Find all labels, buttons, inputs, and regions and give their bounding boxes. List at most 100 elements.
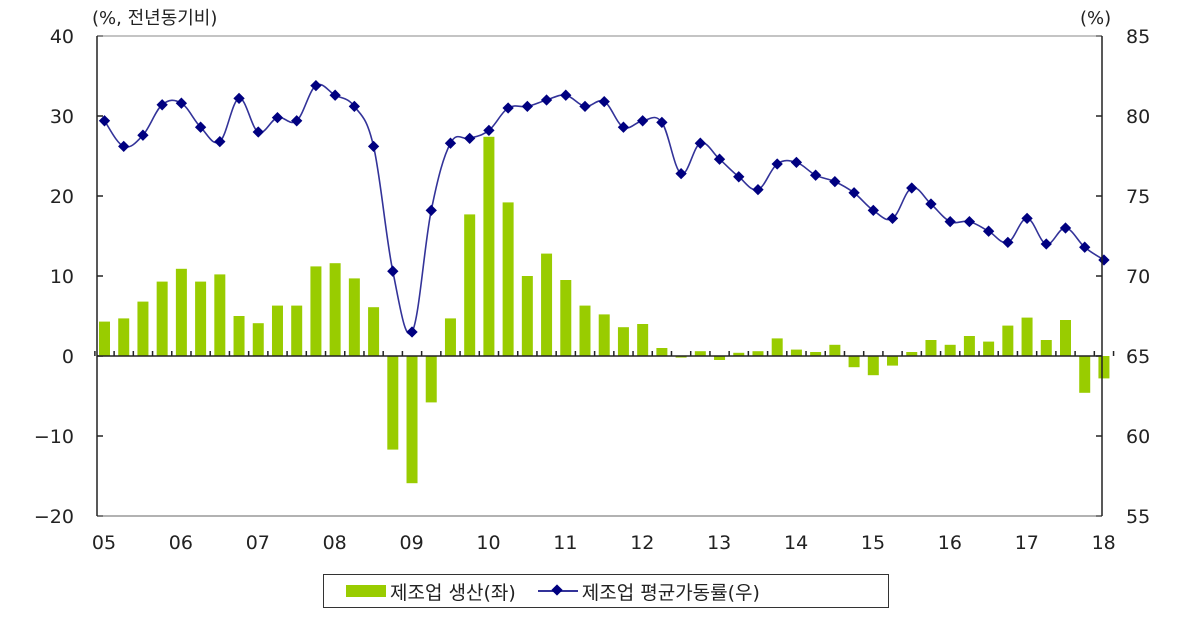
x-axis-tick-label: 15 [861,532,885,554]
bar [483,136,495,356]
right-axis-tick-label: 75 [1126,186,1150,208]
bar [637,324,649,356]
diamond-marker-icon [886,212,899,225]
diamond-marker-icon [713,153,726,165]
bar [771,338,783,356]
right-axis-tick-label: 85 [1126,26,1150,48]
diamond-marker-icon [963,215,976,228]
bar [464,214,476,356]
bar [156,281,168,356]
diamond-marker-icon [291,115,303,127]
x-axis-tick-label: 16 [938,532,962,554]
bar [502,202,514,356]
x-axis-tick-label: 17 [1015,532,1039,554]
line-diamond-swatch-icon [537,585,578,597]
line-series-capacity-utilization [98,79,1110,338]
x-axis-tick-label: 07 [246,532,270,554]
bar [617,327,629,356]
bar [1002,325,1014,356]
bar [887,356,899,366]
bar [406,356,418,484]
legend-item-production: 제조업 생산(좌) [346,578,516,605]
diamond-marker-icon [425,204,437,217]
right-axis-tick-label: 70 [1126,266,1150,288]
diamond-marker-icon [1059,222,1072,234]
diamond-marker-icon [560,89,572,101]
left-axis: 40 30 20 10 0 −10 −20 [34,26,103,528]
bar [829,344,841,356]
bar [214,274,226,356]
bar [541,253,553,356]
diamond-marker-icon [1040,238,1052,250]
bar [233,316,245,356]
plot-frame [94,35,1115,517]
bar [329,263,341,356]
diamond-marker-icon [271,111,284,124]
diamond-marker-icon [444,137,457,149]
legend: 제조업 생산(좌) 제조업 평균가동률(우) [323,574,889,608]
diamond-marker-icon [944,215,956,228]
diamond-marker-icon [540,94,553,106]
bar [368,307,380,356]
x-axis-tick-label: 11 [553,532,577,554]
bar [675,356,687,358]
diamond-marker-icon [906,182,918,194]
bar [1060,320,1071,356]
bar [271,305,283,356]
diamond-marker-icon [733,171,745,183]
left-axis-tick-label: −20 [34,506,74,528]
chart-plot: (%, 전년동기비) (%) 40 30 20 10 0 −10 −20 85 80 75 70 6… [34,8,1150,554]
right-axis-unit-label: (%) [1080,8,1111,29]
diamond-marker-icon [214,135,226,148]
bar [963,336,975,356]
bar [867,356,879,376]
bar [252,323,264,356]
x-axis-tick-label: 09 [400,532,424,554]
left-axis-tick-label: −10 [34,426,74,448]
bar [752,351,764,356]
bar [810,352,822,356]
diamond-marker-icon [367,140,380,153]
bar [598,314,610,356]
bar [714,356,726,360]
legend-item-utilization: 제조업 평균가동률(우) [537,578,760,605]
bar [790,349,802,356]
bar [733,352,745,356]
x-axis-tick-label: 06 [169,532,193,554]
diamond-marker-icon [521,100,533,113]
bar [983,341,995,356]
diamond-marker-icon [752,183,764,196]
bar [1098,356,1110,379]
bar-series-manufacturing-production [99,136,1110,484]
right-axis-tick-label: 60 [1126,426,1150,448]
bar [906,352,918,356]
bar [348,278,360,356]
diamond-marker-icon [982,225,995,237]
x-axis-tick-label: 18 [1092,532,1116,554]
bar [1079,356,1091,393]
diamond-marker-icon [809,169,822,181]
bar [925,340,937,356]
bar [560,280,572,356]
diamond-marker-icon [771,158,783,170]
left-axis-unit-label: (%, 전년동기비) [92,8,217,29]
left-axis-tick-label: 30 [50,106,74,128]
left-axis-tick-label: 20 [50,186,74,208]
x-axis-tick-label: 10 [476,532,500,554]
diamond-marker-icon [637,115,649,127]
x-axis-tick-label: 12 [630,532,654,554]
diamond-marker-icon [829,175,841,188]
diamond-marker-icon [790,156,803,169]
diamond-marker-icon [867,204,879,217]
bar [195,281,207,356]
left-axis-tick-label: 40 [50,26,74,48]
diamond-marker-icon [675,167,687,180]
bar [175,268,187,356]
bar [694,351,706,356]
diamond-marker-icon [387,265,399,277]
right-axis-tick-label: 65 [1126,346,1150,368]
diamond-marker-icon [406,326,418,338]
x-axis-tick-label: 05 [92,532,116,554]
diamond-marker-icon [137,129,149,141]
bar-swatch-icon [346,585,386,597]
